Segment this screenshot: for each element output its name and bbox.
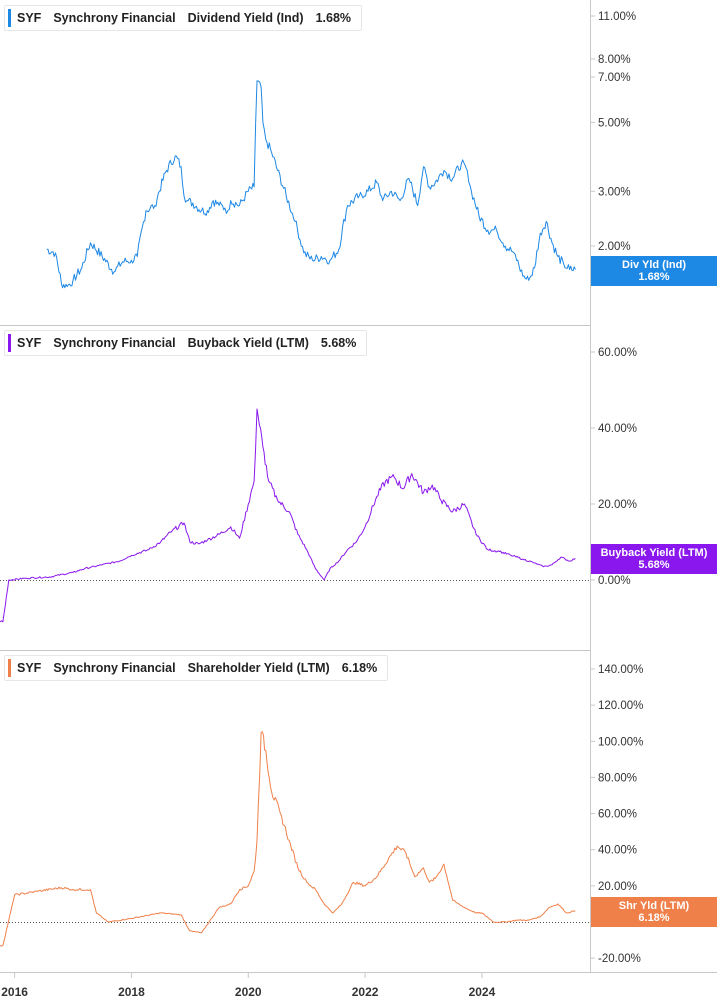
legend-company: Synchrony Financial xyxy=(53,336,176,350)
y-tick-label: 2.00% xyxy=(598,241,631,253)
panel-dividers xyxy=(0,0,717,973)
x-tick-label: 2020 xyxy=(235,985,262,999)
y-tick-label: 120.00% xyxy=(598,700,643,712)
y-tick-label: 5.00% xyxy=(598,117,631,129)
y-tick-label: 7.00% xyxy=(598,72,631,84)
y-tick-label: 100.00% xyxy=(598,736,643,748)
y-tick-label: 40.00% xyxy=(598,423,637,435)
legend-value: 1.68% xyxy=(315,11,352,25)
x-tick-label: 2022 xyxy=(352,985,379,999)
x-axis: 2016 2018 2020 2022 2024 xyxy=(1,972,496,999)
legend-metric: Dividend Yield (Ind) xyxy=(187,11,304,25)
y-tick-label: 20.00% xyxy=(598,881,637,893)
series-line-dividend xyxy=(46,80,576,289)
legend-company: Synchrony Financial xyxy=(53,11,176,25)
y-axes: 11.00% 8.00% 7.00% 5.00% 3.00% 2.00% 60.00% 40.… xyxy=(590,11,643,965)
y-tick-label: 60.00% xyxy=(598,347,637,359)
value-tag-label: Buyback Yield (LTM) xyxy=(600,547,708,559)
y-tick-label: 8.00% xyxy=(598,54,631,66)
y-tick-label: 11.00% xyxy=(598,11,636,23)
y-tick-label: -20.00% xyxy=(598,953,641,965)
y-tick-label: 80.00% xyxy=(598,772,637,784)
y-tick-label: 60.00% xyxy=(598,809,637,821)
value-tag-shareholder: Shr Yld (LTM) 6.18% xyxy=(591,897,717,927)
value-tag-value: 5.68% xyxy=(638,559,670,571)
legend-shareholder: SYF Synchrony Financial Shareholder Yiel… xyxy=(4,655,389,681)
series-lines xyxy=(0,80,576,947)
x-tick-label: 2018 xyxy=(118,985,145,999)
legend-swatch-shareholder xyxy=(8,659,11,677)
value-tag-buyback: Buyback Yield (LTM) 5.68% xyxy=(591,544,717,574)
legend-buyback: SYF Synchrony Financial Buyback Yield (L… xyxy=(4,330,368,356)
x-tick-label: 2024 xyxy=(469,985,496,999)
legend-swatch-dividend xyxy=(8,9,11,27)
value-tag-dividend: Div Yld (Ind) 1.68% xyxy=(591,256,717,286)
legend-value: 6.18% xyxy=(341,661,378,675)
value-tag-value: 6.18% xyxy=(638,912,670,924)
series-line-shareholder xyxy=(0,731,576,947)
y-tick-label: 0.00% xyxy=(598,575,631,587)
legend-ticker: SYF xyxy=(17,661,42,675)
y-tick-label: 40.00% xyxy=(598,845,637,857)
x-tick-label: 2016 xyxy=(1,985,28,999)
value-tag-label: Shr Yld (LTM) xyxy=(618,900,690,912)
legend-swatch-buyback xyxy=(8,334,11,352)
y-tick-label: 20.00% xyxy=(598,499,637,511)
y-tick-label: 140.00% xyxy=(598,664,643,676)
legend-dividend: SYF Synchrony Financial Dividend Yield (… xyxy=(4,5,363,31)
series-line-buyback xyxy=(0,408,576,623)
value-tag-value: 1.68% xyxy=(638,271,670,283)
value-tag-label: Div Yld (Ind) xyxy=(622,259,686,271)
legend-metric: Shareholder Yield (LTM) xyxy=(187,661,330,675)
legend-ticker: SYF xyxy=(17,336,42,350)
legend-company: Synchrony Financial xyxy=(53,661,176,675)
y-tick-label: 3.00% xyxy=(598,186,631,198)
legend-value: 5.68% xyxy=(320,336,357,350)
legend-metric: Buyback Yield (LTM) xyxy=(187,336,309,350)
legend-ticker: SYF xyxy=(17,11,42,25)
